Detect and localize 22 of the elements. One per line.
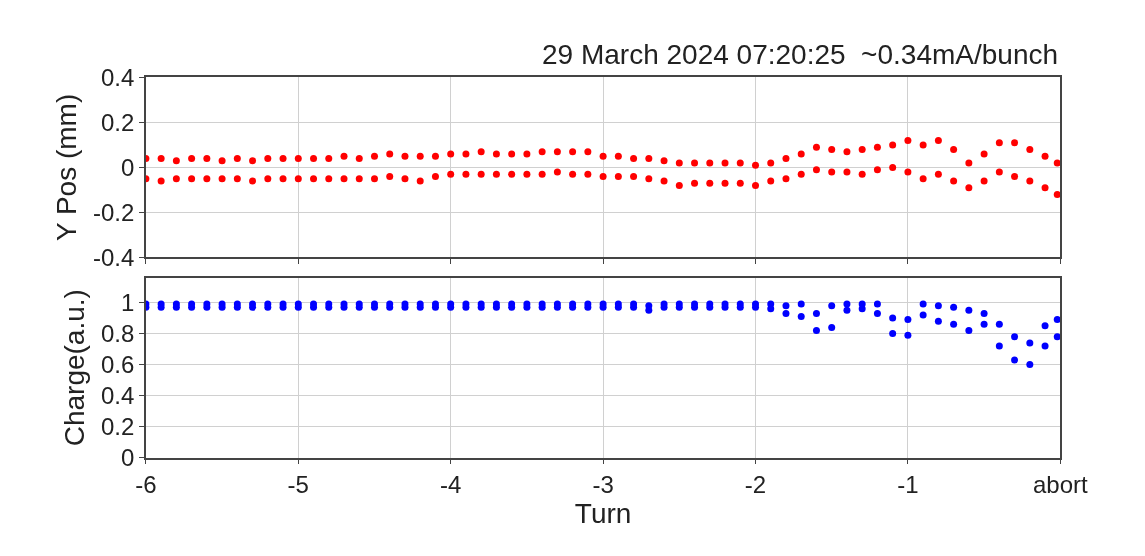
x-tick-label: -6 xyxy=(135,471,157,499)
y-tick-label: 0.2 xyxy=(100,413,135,441)
y-tick-label: 0.4 xyxy=(100,382,135,410)
y-axis-title: Charge(a.u.) xyxy=(59,289,91,447)
x-tick-label: -4 xyxy=(440,471,462,499)
y-tick-label: -0.4 xyxy=(92,243,135,271)
y-tick-label: 0 xyxy=(120,444,135,472)
chart-title: 29 March 2024 07:20:25 ~0.34mA/bunch xyxy=(542,39,1059,70)
y-tick-label: 1 xyxy=(120,288,135,316)
y-axis-title: Y Pos (mm) xyxy=(51,93,83,242)
x-tick-label: -2 xyxy=(744,471,767,499)
y-tick-label: 0.8 xyxy=(100,319,135,347)
x-tick-label: -5 xyxy=(287,471,309,499)
y-tick-label: 0 xyxy=(120,153,135,181)
y-tick-label: 0.4 xyxy=(100,63,135,91)
x-axis-title: Turn xyxy=(574,498,632,530)
y-tick-label: 0.2 xyxy=(100,108,135,136)
y-tick-label: -0.2 xyxy=(92,198,135,226)
y-tick-label: 0.6 xyxy=(100,351,135,378)
x-tick-label: abort xyxy=(1032,471,1088,499)
x-tick-label: -3 xyxy=(592,471,614,499)
x-tick-label: -1 xyxy=(897,471,919,499)
